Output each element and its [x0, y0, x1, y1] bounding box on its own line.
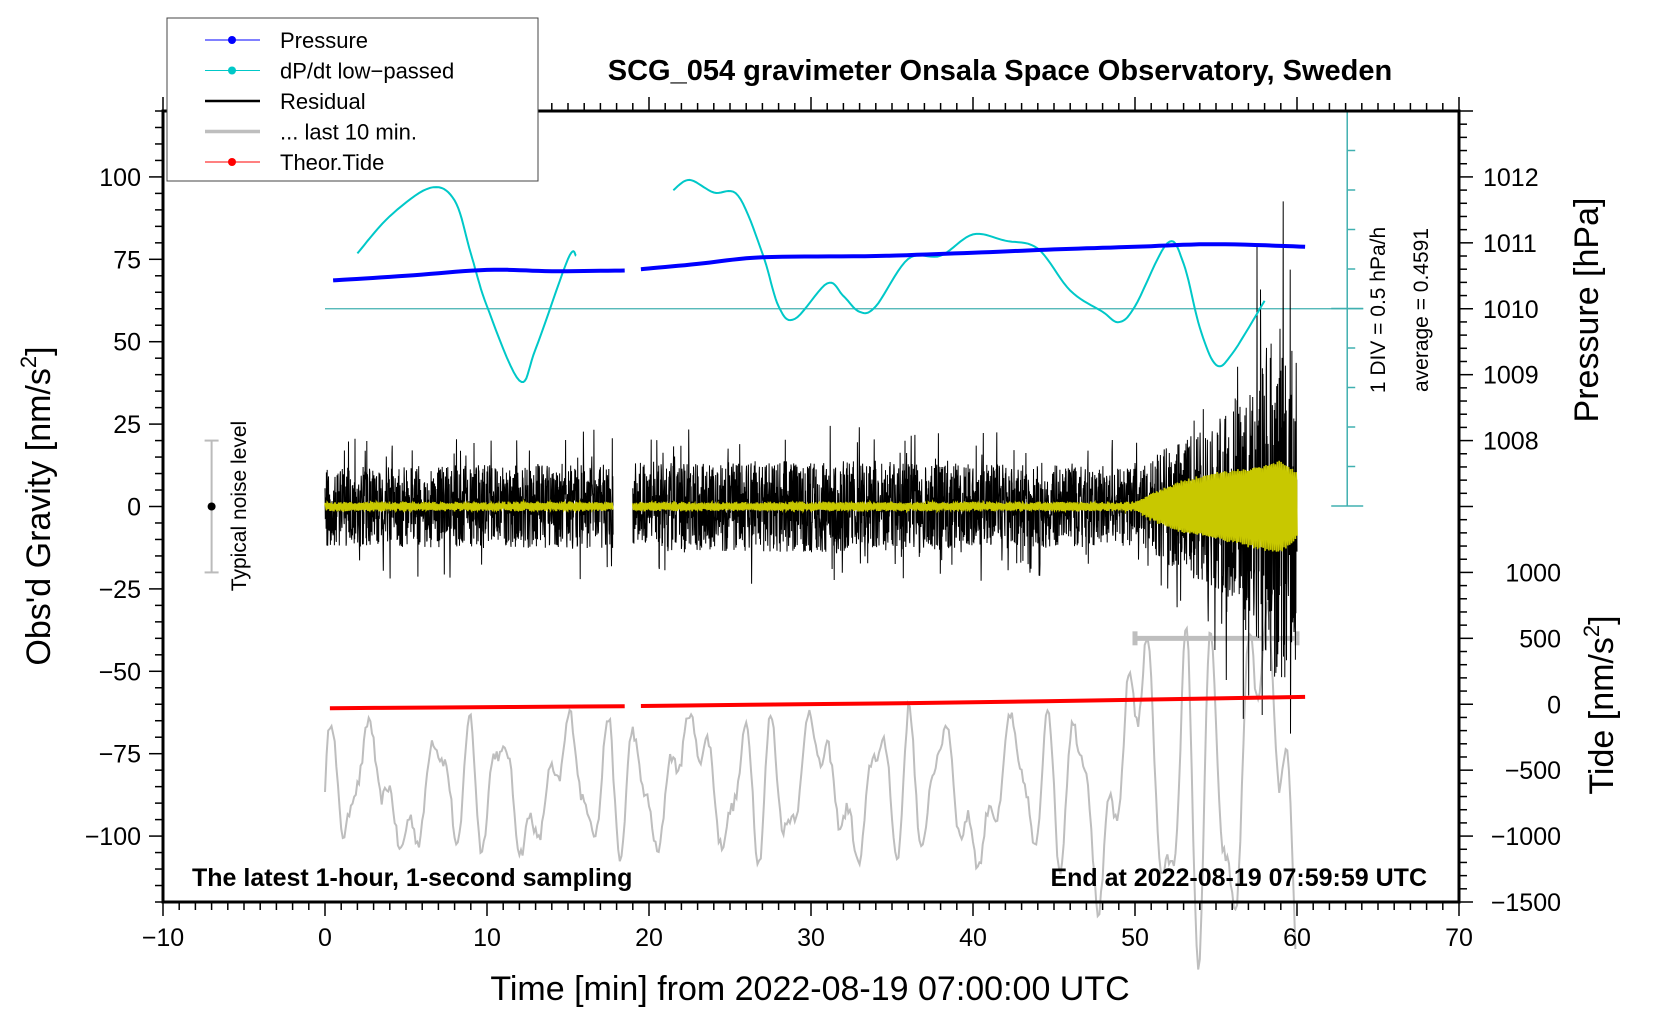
last-10-min-line — [324, 601, 1297, 970]
dpdt-scale-label: 1 DIV = 0.5 hPa/h — [1367, 227, 1390, 393]
y-tick-label: 50 — [113, 329, 141, 357]
dpdt-line — [672, 178, 1266, 368]
legend-marker — [228, 36, 236, 44]
legend-box — [166, 17, 539, 182]
axis-ticks: −10 0 10 20 30 40 50 60 701007550250−25−50−75−10… — [85, 97, 1561, 952]
tide-line — [329, 704, 625, 711]
pressure-tick-label: 1008 — [1483, 428, 1539, 456]
note-right: End at 2022-08-19 07:59:59 UTC — [1050, 864, 1427, 892]
tide-tick-label: −500 — [1505, 757, 1561, 785]
legend-label: dP/dt low−passed — [280, 59, 454, 84]
chart-title: SCG_054 gravimeter Onsala Space Observat… — [608, 55, 1392, 87]
residual-lowpassed-line — [632, 460, 1298, 552]
noise-level-label: Typical noise level — [228, 421, 251, 591]
x-tick-label: 0 — [318, 924, 332, 952]
tide-tick-label: 0 — [1547, 691, 1561, 719]
x-tick-label: 20 — [635, 924, 663, 952]
note-left: The latest 1-hour, 1-second sampling — [192, 864, 632, 892]
tide-tick-label: −1500 — [1491, 889, 1561, 917]
y-axis-label-left: Obs'd Gravity [nm/s2] — [16, 346, 58, 665]
y-tick-label: −25 — [99, 576, 141, 604]
legend-label: Theor.Tide — [280, 150, 384, 175]
x-tick-label: −10 — [142, 924, 184, 952]
plot-marks — [204, 110, 1364, 970]
y-tick-label: 0 — [127, 494, 141, 522]
pressure-line — [640, 242, 1306, 272]
pressure-tick-label: 1011 — [1483, 230, 1537, 258]
x-tick-label: 30 — [797, 924, 825, 952]
noise-level-dot — [207, 502, 216, 511]
x-tick-label: 60 — [1283, 924, 1311, 952]
residual-line — [632, 201, 1298, 734]
x-tick-label: 70 — [1445, 924, 1473, 952]
x-axis-label: Time [min] from 2022-08-19 07:00:00 UTC — [490, 970, 1129, 1008]
legend-label: Residual — [280, 89, 366, 114]
dpdt-average-label: average = 0.4591 — [1410, 228, 1433, 392]
tide-tick-label: −1000 — [1491, 823, 1561, 851]
y-tick-label: −75 — [99, 741, 141, 769]
y-axis-label-tide: Tide [nm/s2] — [1579, 615, 1621, 794]
y-tick-label: 100 — [99, 164, 141, 192]
legend-marker — [228, 158, 236, 166]
tide-tick-label: 1000 — [1505, 559, 1561, 587]
pressure-tick-label: 1009 — [1483, 362, 1539, 390]
legend-marker — [228, 66, 236, 75]
x-tick-label: 10 — [473, 924, 501, 952]
y-axis-label-pressure: Pressure [hPa] — [1568, 198, 1606, 423]
y-tick-label: −50 — [99, 658, 141, 686]
legend: Pressure dP/dt low−passed Residual ... last… — [166, 17, 539, 182]
pressure-tick-label: 1010 — [1483, 296, 1539, 324]
pressure-tick-label: 1012 — [1483, 164, 1539, 192]
tide-line — [640, 694, 1306, 708]
x-tick-label: 50 — [1121, 924, 1149, 952]
tide-tick-label: 500 — [1519, 625, 1561, 653]
residual-lowpassed-line — [324, 498, 614, 514]
legend-label: ... last 10 min. — [280, 120, 417, 145]
pressure-line — [332, 267, 625, 283]
legend-label: Pressure — [280, 28, 368, 53]
y-tick-label: 25 — [113, 411, 141, 439]
y-tick-label: −100 — [85, 823, 141, 851]
dpdt-line — [356, 186, 577, 383]
x-tick-label: 40 — [959, 924, 987, 952]
y-tick-label: 75 — [113, 246, 141, 274]
